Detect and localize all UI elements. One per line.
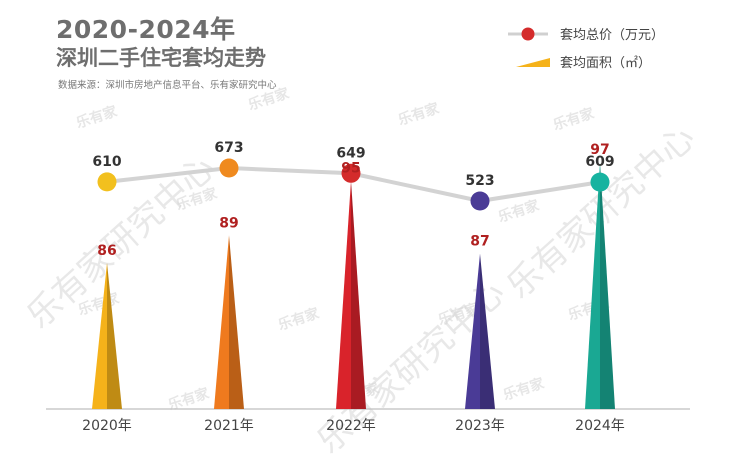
area-value-label: 97: [590, 142, 609, 158]
area-value-label: 87: [470, 234, 489, 250]
chart-title-line2: 深圳二手住宅套均走势: [56, 46, 266, 70]
area-cone-2022年: [336, 180, 366, 409]
watermark-logo: 乐有家: [551, 104, 597, 133]
watermark-logo: 乐有家: [74, 102, 120, 131]
x-tick-label: 2022年: [326, 418, 376, 434]
data-source-note: 数据来源：深圳市房地产信息平台、乐有家研究中心: [58, 80, 277, 91]
watermark-logo: 乐有家: [276, 304, 322, 333]
price-marker-2023年: [470, 191, 490, 211]
price-value-label: 673: [214, 140, 243, 156]
price-line-series: [97, 158, 610, 211]
area-cones: [92, 162, 615, 409]
price-marker-2021年: [219, 158, 239, 178]
chart-title-line1: 2020-2024年: [56, 15, 236, 44]
area-value-label: 89: [219, 215, 238, 231]
price-value-label: 523: [465, 173, 494, 189]
legend-price-marker: [521, 27, 535, 41]
legend-price-label: 套均总价（万元）: [560, 27, 664, 43]
watermark-text: 乐有家研究中心: [19, 148, 223, 337]
data-labels: 86 89 95 87 97 610 673 649 523 609: [92, 140, 614, 259]
watermark-logo: 乐有家: [496, 196, 542, 225]
x-tick-label: 2024年: [575, 418, 625, 434]
price-marker-2022年: [341, 163, 361, 183]
price-marker-2024年: [590, 172, 610, 192]
watermark-logo: 乐有家: [501, 374, 547, 403]
area-cone-2024年: [585, 162, 615, 409]
x-tick-label: 2020年: [82, 418, 132, 434]
area-cone-2020年: [92, 262, 122, 409]
area-value-label: 95: [341, 161, 360, 177]
legend: 套均总价（万元） 套均面积（㎡）: [508, 27, 664, 71]
watermark-logo: 乐有家: [396, 99, 442, 128]
price-value-label: 609: [585, 154, 614, 170]
watermark-logo: 乐有家: [246, 84, 292, 113]
x-axis: 2020年 2021年 2022年 2023年 2024年: [46, 408, 690, 434]
area-value-label: 86: [97, 243, 116, 259]
x-tick-label: 2021年: [204, 418, 254, 434]
price-marker-2020年: [97, 172, 117, 192]
legend-area-label: 套均面积（㎡）: [560, 55, 651, 71]
area-cone-2021年: [214, 235, 244, 409]
legend-area-cone-swatch: [516, 58, 550, 67]
area-cone-2023年: [465, 253, 495, 409]
price-value-label: 649: [336, 145, 365, 161]
price-value-label: 610: [92, 154, 121, 170]
x-tick-label: 2023年: [455, 418, 505, 434]
